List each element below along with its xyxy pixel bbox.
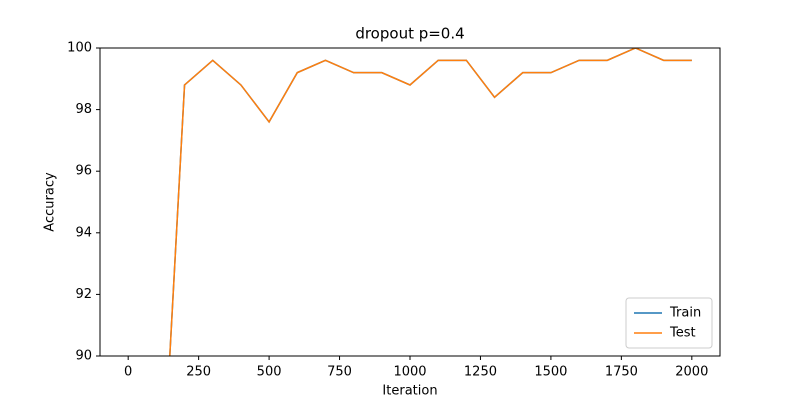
- x-tick-label: 1750: [605, 365, 638, 380]
- y-tick-label: 92: [75, 287, 92, 302]
- x-tick-label: 250: [186, 365, 211, 380]
- chart-title: dropout p=0.4: [355, 25, 464, 43]
- x-axis-label: Iteration: [382, 384, 437, 399]
- y-tick-label: 90: [75, 349, 92, 364]
- y-tick-label: 94: [75, 225, 92, 240]
- x-tick-label: 1000: [393, 365, 426, 380]
- line-series: [169, 48, 692, 356]
- line-series: [169, 48, 692, 356]
- x-tick-label: 500: [257, 365, 282, 380]
- legend-label: Test: [669, 326, 696, 341]
- legend-box: [625, 297, 713, 349]
- y-tick-label: 96: [75, 164, 92, 179]
- y-axis-label: Accuracy: [43, 172, 58, 232]
- x-tick-label: 2000: [675, 365, 708, 380]
- legend-label: Train: [669, 306, 701, 321]
- axes-frame: [99, 47, 721, 357]
- y-tick-label: 100: [67, 41, 92, 56]
- plot-area: [169, 48, 692, 356]
- y-tick-label: 98: [75, 102, 92, 117]
- x-tick-label: 0: [124, 365, 132, 380]
- x-tick-label: 1500: [534, 365, 567, 380]
- x-tick-label: 1250: [464, 365, 497, 380]
- x-tick-label: 750: [327, 365, 352, 380]
